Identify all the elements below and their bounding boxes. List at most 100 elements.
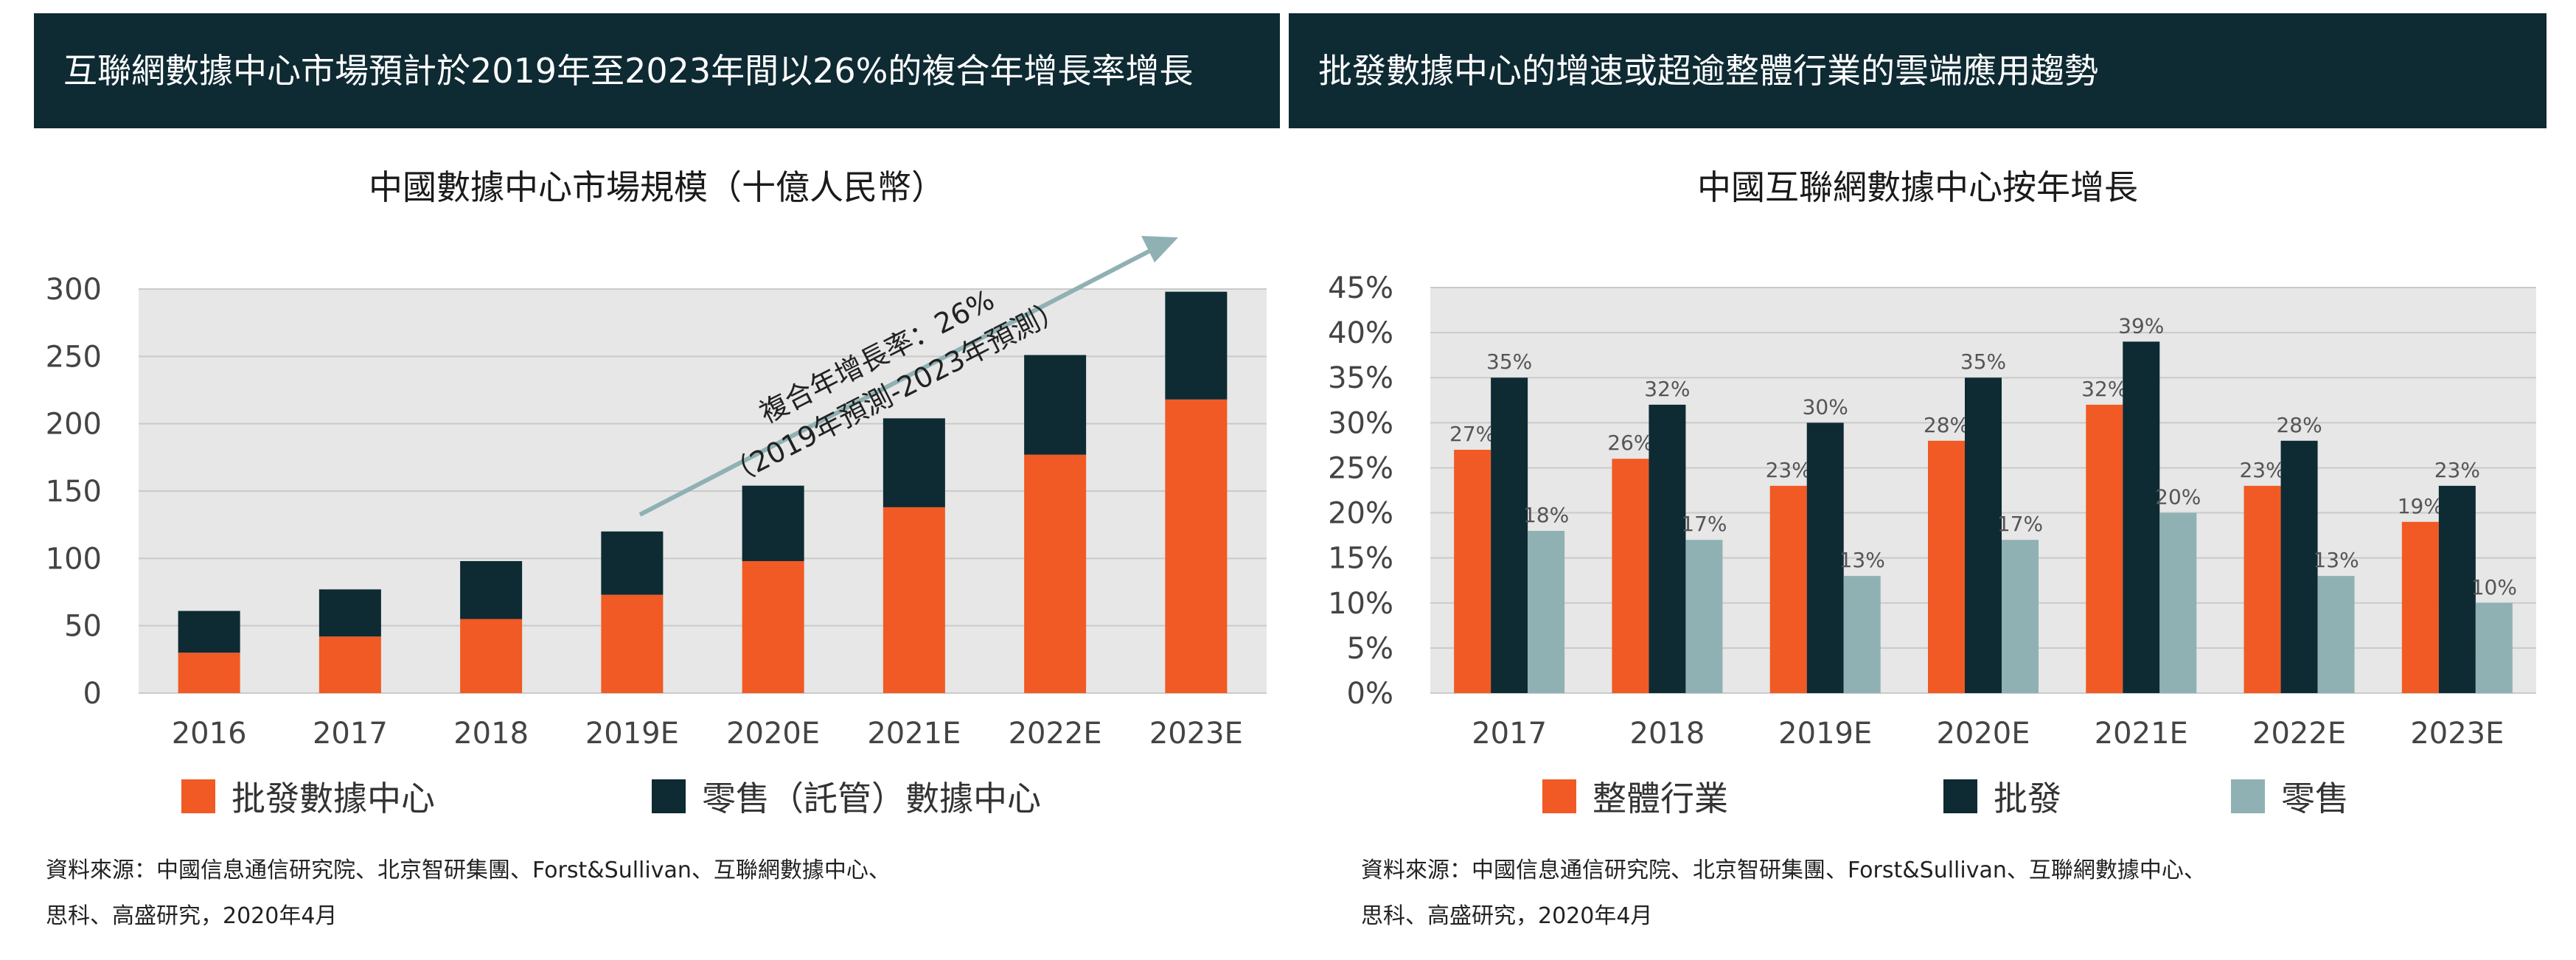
y-tick-label: 10% <box>1328 587 1393 621</box>
y-tick-label: 100 <box>46 542 102 576</box>
bar-wholesale <box>1165 399 1228 693</box>
legend-item-retail-growth: 零售 <box>2231 772 2349 821</box>
bar-wholesale <box>2123 341 2160 693</box>
x-tick-label: 2018 <box>1630 717 1705 751</box>
bar-overall <box>2243 485 2281 693</box>
y-tick-label: 5% <box>1347 632 1393 666</box>
bar-retail-colo <box>742 485 804 561</box>
y-tick-label: 0% <box>1347 677 1393 711</box>
legend-label-retail-growth: 零售 <box>2281 779 2349 818</box>
y-tick-label: 300 <box>46 273 102 307</box>
bar-retail-colo <box>178 611 240 653</box>
y-tick-label: 150 <box>46 475 102 509</box>
y-tick-label: 20% <box>1328 497 1393 531</box>
data-label-overall: 19% <box>2398 494 2443 518</box>
data-label-overall: 23% <box>1766 458 1811 482</box>
data-label-wholesale: 35% <box>1960 349 2006 374</box>
bar-overall <box>2086 404 2123 693</box>
x-tick-label: 2018 <box>453 717 529 751</box>
x-tick-label: 2020E <box>726 717 820 751</box>
bar-wholesale <box>742 560 804 693</box>
bar-wholesale <box>1965 378 2002 693</box>
data-label-retail: 10% <box>2471 575 2517 599</box>
source-left-line2: 思科、高盛研究，2020年4月 <box>46 903 338 929</box>
bar-retail-colo <box>1024 355 1087 455</box>
x-tick-label: 2023E <box>2410 717 2504 751</box>
legend-item-retail-colo: 零售（託管）數據中心 <box>652 772 1041 821</box>
data-label-wholesale: 23% <box>2434 458 2480 482</box>
bar-retail-colo <box>460 560 523 619</box>
bar-overall <box>1769 485 1807 693</box>
data-label-overall: 28% <box>1924 413 1969 437</box>
source-note-left: 資料來源：中國信息通信研究院、北京智研集團、Forst&Sullivan、互聯網… <box>46 848 891 939</box>
bar-wholesale <box>883 507 945 693</box>
bar-retail <box>2317 576 2355 693</box>
legend-swatch-wholesale <box>181 779 215 813</box>
bar-overall <box>1454 450 1491 693</box>
data-label-retail: 13% <box>2313 548 2359 572</box>
y-tick-label: 50 <box>64 610 102 644</box>
legend-label-retail-colo: 零售（託管）數據中心 <box>702 779 1041 818</box>
data-label-retail: 17% <box>1997 512 2043 536</box>
bar-wholesale <box>178 653 240 693</box>
bar-wholesale <box>2280 440 2318 693</box>
x-tick-label: 2021E <box>867 717 961 751</box>
legend-item-wholesale: 批發數據中心 <box>181 772 435 821</box>
legend-label-wholesale: 批發數據中心 <box>232 779 435 818</box>
growth-arrow-line <box>638 248 1152 517</box>
bar-wholesale <box>601 594 664 693</box>
chart2-title: 中國互聯網數據中心按年增長 <box>1697 167 2138 207</box>
legend-swatch-wholesale-growth <box>1943 779 1977 813</box>
y-tick-label: 35% <box>1328 361 1393 395</box>
data-label-wholesale: 28% <box>2276 413 2322 437</box>
bar-retail <box>1528 531 1565 693</box>
x-tick-label: 2017 <box>313 717 388 751</box>
data-label-retail: 17% <box>1681 512 1727 536</box>
source-right-line1: 資料來源：中國信息通信研究院、北京智研集團、Forst&Sullivan、互聯網… <box>1361 858 2206 883</box>
bar-wholesale <box>1806 422 1844 693</box>
y-tick-label: 30% <box>1328 406 1393 440</box>
data-label-wholesale: 35% <box>1486 349 1532 374</box>
x-tick-label: 2020E <box>1936 717 2030 751</box>
x-tick-label: 2019E <box>585 717 679 751</box>
bar-wholesale <box>460 619 523 693</box>
data-label-overall: 26% <box>1607 431 1653 455</box>
data-label-wholesale: 32% <box>1644 377 1690 401</box>
banner-left: 互聯網數據中心市場預計於2019年至2023年間以26%的複合年增長率增長 <box>34 13 1280 128</box>
bar-retail <box>2002 540 2039 693</box>
bar-wholesale <box>1491 378 1528 693</box>
source-note-right: 資料來源：中國信息通信研究院、北京智研集團、Forst&Sullivan、互聯網… <box>1361 848 2206 939</box>
chart1-title: 中國數據中心市場規模（十億人民幣） <box>369 167 945 207</box>
x-tick-label: 2023E <box>1149 717 1243 751</box>
bar-wholesale <box>318 636 381 693</box>
legend-swatch-retail-colo <box>652 779 686 813</box>
data-label-retail: 20% <box>2155 485 2201 509</box>
bar-retail-colo <box>1165 291 1228 400</box>
x-tick-label: 2022E <box>1009 717 1102 751</box>
x-tick-label: 2019E <box>1778 717 1872 751</box>
y-tick-label: 200 <box>46 408 102 442</box>
data-label-overall: 27% <box>1449 422 1495 446</box>
y-tick-label: 0 <box>83 677 102 711</box>
source-right-line2: 思科、高盛研究，2020年4月 <box>1361 903 1653 929</box>
bar-overall <box>1928 440 1965 693</box>
data-label-overall: 32% <box>2081 377 2127 401</box>
bar-retail <box>2475 602 2513 693</box>
bar-wholesale <box>1024 454 1087 693</box>
legend-swatch-overall <box>1542 779 1576 813</box>
x-tick-label: 2017 <box>1472 717 1547 751</box>
bar-wholesale <box>2438 485 2476 693</box>
bar-overall <box>1612 459 1649 693</box>
legend-label-wholesale-growth: 批發 <box>1994 779 2061 818</box>
bar-retail <box>1843 576 1881 693</box>
banner-right: 批發數據中心的增速或超逾整體行業的雲端應用趨勢 <box>1289 13 2547 128</box>
bar-retail <box>1685 540 1723 693</box>
growth-arrow-head <box>1141 236 1178 262</box>
chart1-legend: 批發數據中心 零售（託管）數據中心 <box>0 774 1283 818</box>
legend-item-wholesale-growth: 批發 <box>1943 772 2061 821</box>
data-label-retail: 18% <box>1523 503 1569 527</box>
data-label-wholesale: 39% <box>2118 313 2164 338</box>
y-tick-label: 45% <box>1328 271 1393 305</box>
